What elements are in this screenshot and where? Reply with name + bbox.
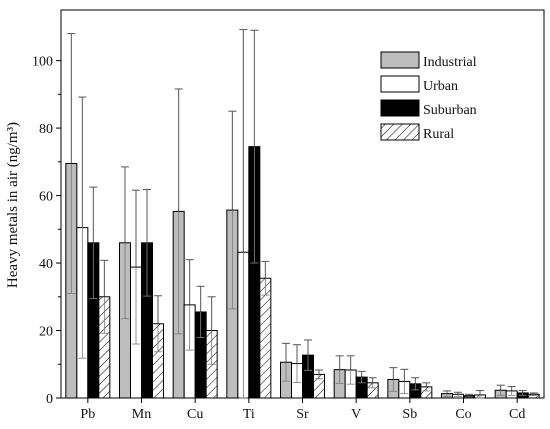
x-tick-label: Mn: [132, 407, 151, 422]
legend-label: Urban: [423, 79, 458, 94]
legend-swatch-industrial: [380, 51, 420, 69]
y-tick-label: 60: [39, 190, 53, 205]
x-tick-label: V: [351, 407, 361, 422]
y-tick-label: 100: [32, 55, 53, 70]
legend: Industrial Urban Suburban Rural: [380, 51, 477, 142]
y-tick-label: 80: [39, 122, 53, 137]
legend-swatch-urban: [380, 75, 420, 93]
x-tick-label: Sb: [402, 407, 417, 422]
legend-swatch-rural: [380, 123, 420, 141]
legend-label: Industrial: [423, 55, 477, 70]
legend-label: Rural: [423, 127, 454, 142]
x-tick-label: Ti: [243, 407, 255, 422]
y-axis-title: Heavy metals in air (ng/m³): [5, 122, 21, 288]
y-tick-label: 40: [39, 257, 53, 272]
x-tick-label: Cu: [187, 407, 203, 422]
plot-area: 0 20 40 60 80 100 Pb Mn Cu Ti Sr V Sb Co Cd: [32, 9, 545, 422]
y-tick-label: 0: [46, 392, 53, 407]
x-tick-label: Co: [455, 407, 471, 422]
bar-rural: [259, 277, 272, 399]
x-tick-label: Pb: [80, 407, 95, 422]
x-tick-label: Cd: [509, 407, 525, 422]
legend-label: Suburban: [423, 103, 477, 118]
legend-swatch-suburban: [380, 99, 420, 117]
x-tick-label: Sr: [296, 407, 309, 422]
y-tick-label: 20: [39, 325, 53, 340]
